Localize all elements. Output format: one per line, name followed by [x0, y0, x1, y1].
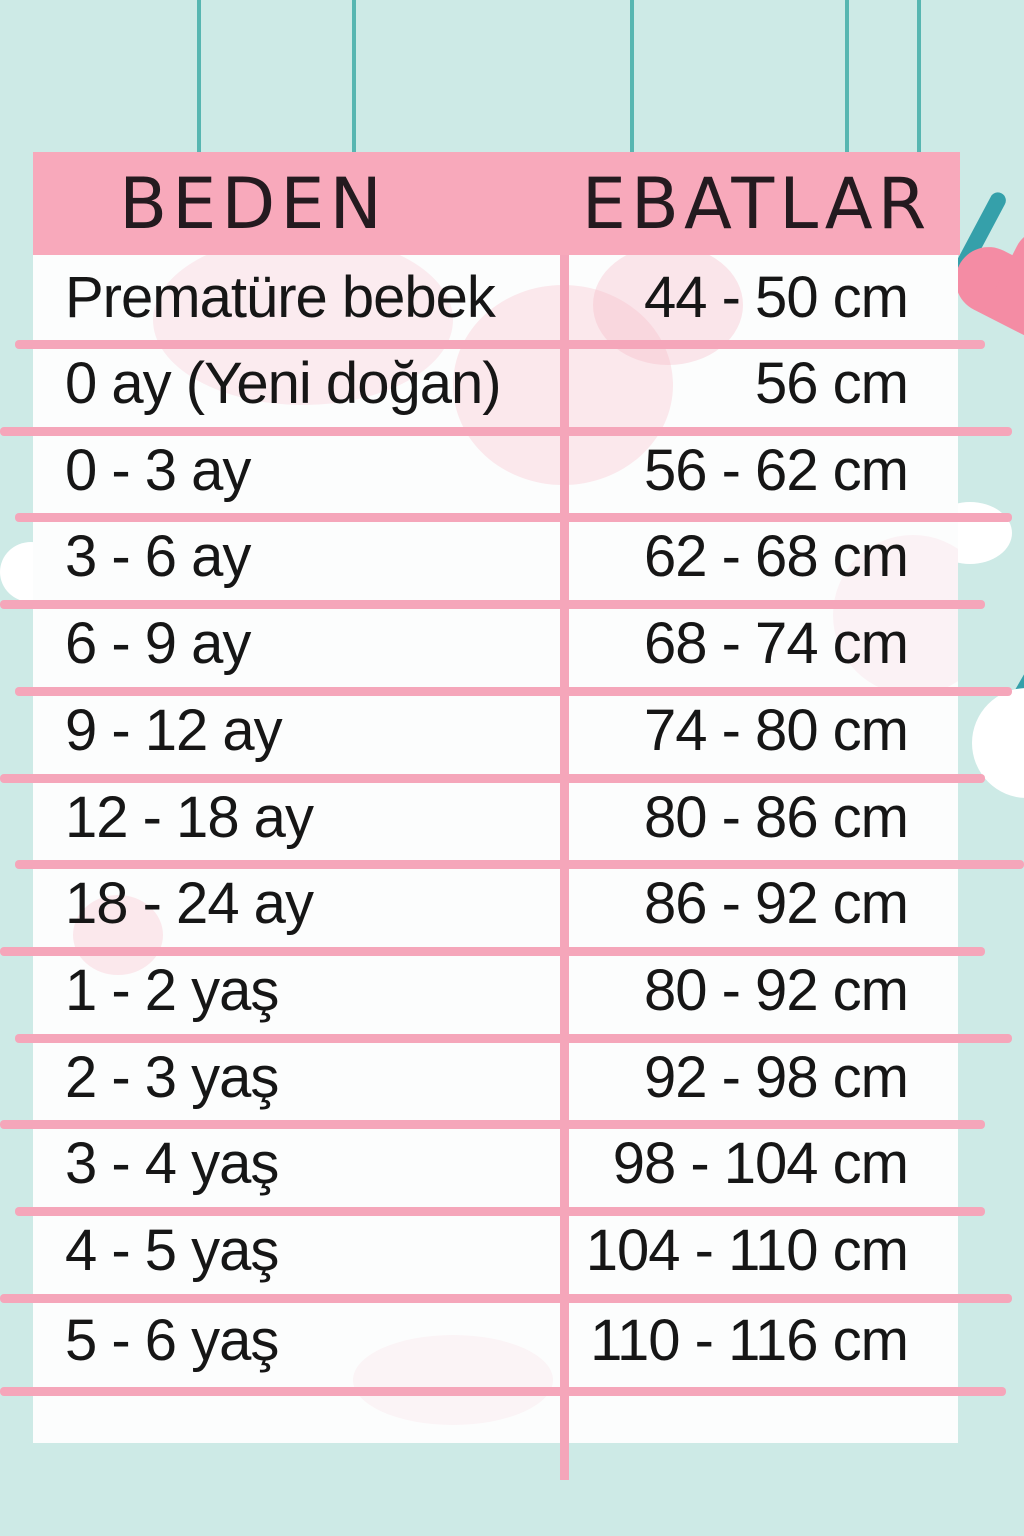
- table-row: 3 - 4 yaş 98 - 104 cm: [33, 1120, 958, 1207]
- dimension-cell: 56 cm: [755, 351, 909, 416]
- table-body: [33, 255, 958, 1443]
- size-cell: Prematüre bebek: [65, 265, 496, 330]
- table-row: 9 - 12 ay 74 - 80 cm: [33, 687, 958, 774]
- table-row: 6 - 9 ay 68 - 74 cm: [33, 600, 958, 687]
- size-cell: 1 - 2 yaş: [65, 958, 279, 1023]
- hanging-string-icon: [845, 0, 849, 157]
- table-header: BEDEN EBATLAR: [33, 152, 960, 255]
- table-row: 2 - 3 yaş 92 - 98 cm: [33, 1034, 958, 1120]
- faint-heart-decoration: [73, 895, 163, 975]
- header-dimensions-column-label: EBATLAR: [581, 162, 932, 245]
- table-row: 3 - 6 ay 62 - 68 cm: [33, 513, 958, 600]
- dimension-cell: 56 - 62 cm: [644, 437, 909, 503]
- row-divider-line: [0, 427, 1012, 436]
- row-divider-line: [15, 687, 1012, 696]
- row-divider-line: [15, 513, 1012, 522]
- hanging-string-icon: [917, 0, 921, 157]
- hanging-string-icon: [352, 0, 356, 157]
- column-divider-line: [560, 255, 569, 1480]
- row-divider-line: [15, 860, 1024, 869]
- dimension-cell: 104 - 110 cm: [585, 1218, 909, 1283]
- size-cell: 3 - 4 yaş: [65, 1131, 279, 1196]
- size-cell: 12 - 18 ay: [65, 784, 314, 850]
- row-divider-line: [15, 340, 985, 349]
- size-cell: 0 - 3 ay: [65, 437, 251, 503]
- hanging-string-icon: [197, 0, 201, 157]
- dimension-cell: 86 - 92 cm: [644, 871, 909, 936]
- table-row: 5 - 6 yaş 110 - 116 cm: [33, 1294, 958, 1387]
- row-divider-line: [15, 1207, 985, 1216]
- row-divider-line: [0, 947, 985, 956]
- dimension-cell: 44 - 50 cm: [644, 265, 909, 330]
- size-cell: 2 - 3 yaş: [65, 1044, 279, 1110]
- size-cell: 3 - 6 ay: [65, 524, 251, 589]
- hanging-string-icon: [630, 0, 634, 157]
- size-cell: 6 - 9 ay: [65, 611, 251, 676]
- dimension-cell: 74 - 80 cm: [644, 698, 909, 763]
- size-cell: 18 - 24 ay: [65, 871, 314, 936]
- table-row: 18 - 24 ay 86 - 92 cm: [33, 860, 958, 947]
- row-divider-line: [15, 1034, 1012, 1043]
- row-divider-line: [0, 600, 985, 609]
- table-row: 1 - 2 yaş 80 - 92 cm: [33, 947, 958, 1034]
- header-size-column-label: BEDEN: [119, 162, 387, 245]
- faint-blob-decoration: [833, 535, 958, 695]
- table-row: 4 - 5 yaş 104 - 110 cm: [33, 1207, 958, 1294]
- size-cell: 4 - 5 yaş: [65, 1218, 279, 1283]
- dimension-cell: 98 - 104 cm: [612, 1131, 909, 1196]
- faint-blob-decoration: [153, 255, 453, 405]
- row-divider-line: [0, 1387, 1006, 1396]
- dimension-cell: 92 - 98 cm: [644, 1044, 909, 1110]
- table-row: 0 ay (Yeni doğan) 56 cm: [33, 340, 958, 427]
- row-divider-line: [0, 774, 985, 783]
- table-row: 12 - 18 ay 80 - 86 cm: [33, 774, 958, 860]
- size-cell: 9 - 12 ay: [65, 698, 283, 763]
- size-cell: 5 - 6 yaş: [65, 1308, 279, 1373]
- dimension-cell: 68 - 74 cm: [644, 611, 909, 676]
- size-cell: 0 ay (Yeni doğan): [65, 351, 502, 416]
- faint-blob-decoration: [353, 1335, 553, 1425]
- row-divider-line: [0, 1120, 985, 1129]
- dimension-cell: 80 - 92 cm: [644, 958, 909, 1023]
- row-divider-line: [0, 1294, 1012, 1303]
- table-row: 0 - 3 ay 56 - 62 cm: [33, 427, 958, 513]
- dimension-cell: 110 - 116 cm: [590, 1308, 909, 1373]
- dimension-cell: 80 - 86 cm: [644, 784, 909, 850]
- dimension-cell: 62 - 68 cm: [644, 524, 909, 589]
- table-row: Prematüre bebek 44 - 50 cm: [33, 255, 958, 340]
